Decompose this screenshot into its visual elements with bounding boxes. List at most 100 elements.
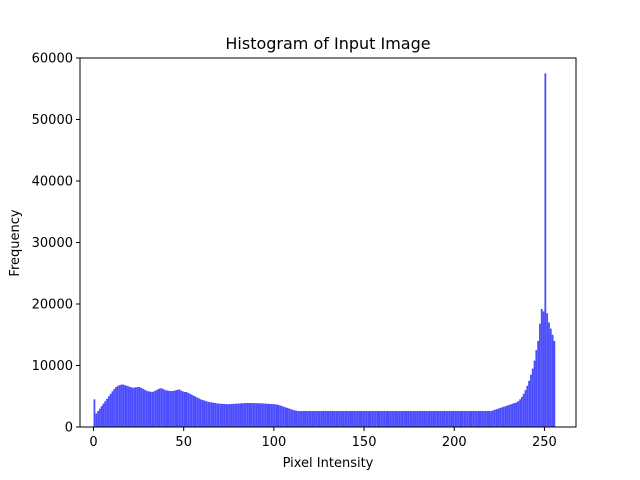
histogram-bar: [338, 411, 341, 427]
histogram-bar: [340, 411, 343, 427]
histogram-bar: [183, 391, 186, 427]
histogram-bar: [199, 399, 202, 427]
histogram-bar: [328, 411, 330, 427]
histogram-bar: [546, 313, 549, 427]
histogram-bar: [266, 403, 269, 427]
histogram-bar: [95, 413, 98, 427]
histogram-bar: [254, 403, 256, 427]
histogram-bar: [125, 385, 128, 427]
histogram-bar: [290, 409, 292, 427]
histogram-bar: [382, 411, 384, 427]
histogram-bar: [398, 411, 401, 427]
chart-title: Histogram of Input Image: [225, 34, 430, 53]
histogram-bar: [511, 403, 514, 427]
histogram-bar: [362, 411, 365, 427]
histogram-bar: [293, 410, 296, 427]
histogram-bar: [205, 401, 208, 427]
histogram-bar: [131, 387, 134, 427]
histogram-bar: [210, 402, 213, 427]
histogram-bar: [295, 410, 298, 427]
histogram-bar: [272, 404, 274, 427]
x-axis-ticks: 0 50 100 150 200 250: [89, 427, 557, 450]
histogram-bar: [135, 387, 137, 427]
histogram-bar: [394, 411, 397, 427]
histogram-bar: [151, 391, 154, 427]
histogram-bar: [510, 404, 512, 427]
histogram-bar: [115, 387, 117, 427]
histogram-bar: [113, 388, 116, 427]
histogram-bar: [187, 392, 190, 427]
histogram-bar: [548, 322, 550, 427]
histogram-bar: [378, 411, 381, 427]
histogram-bar: [358, 411, 361, 427]
histogram-bar: [389, 411, 392, 427]
histogram-bar: [335, 411, 338, 427]
histogram-bar: [122, 384, 125, 427]
histogram-bar: [515, 402, 518, 427]
x-tick-label: 250: [532, 435, 557, 450]
histogram-bar: [470, 411, 473, 427]
histogram-bar: [124, 385, 126, 427]
x-axis-label: Pixel Intensity: [283, 456, 374, 471]
y-tick-label: 60000: [32, 52, 73, 67]
histogram-bar: [288, 408, 291, 427]
histogram-bar: [356, 411, 359, 427]
histogram-bar: [261, 403, 264, 427]
histogram-bar: [333, 411, 336, 427]
histogram-bar: [223, 403, 226, 427]
histogram-bar: [329, 411, 332, 427]
histogram-bar: [438, 411, 440, 427]
histogram-bar: [192, 395, 195, 427]
histogram-bar: [441, 411, 444, 427]
histogram-bar: [474, 411, 476, 427]
histogram-bar: [176, 389, 179, 427]
histogram-bar: [448, 411, 451, 427]
histogram-bar: [326, 411, 328, 427]
histogram-bar: [106, 398, 108, 427]
histogram-bar: [495, 409, 498, 427]
histogram-bar: [412, 411, 415, 427]
histogram-bar: [508, 404, 511, 427]
histogram-bar: [230, 403, 233, 427]
histogram-bar: [311, 411, 314, 427]
histogram-bar: [365, 411, 368, 427]
histogram-bar: [490, 411, 493, 427]
histogram-bar: [118, 385, 121, 427]
histogram-bar: [405, 411, 408, 427]
histogram-bar: [493, 409, 496, 427]
histogram-bar: [373, 411, 375, 427]
histogram-bar: [484, 411, 487, 427]
histogram-bar: [502, 406, 505, 427]
histogram-bar: [160, 388, 163, 427]
histogram-bar: [237, 403, 240, 427]
histogram-bar: [537, 340, 540, 427]
histogram-bar: [291, 409, 294, 427]
histogram-bar: [116, 385, 119, 427]
histogram-bar: [246, 403, 249, 427]
histogram-bar: [535, 350, 538, 427]
histogram-bar: [344, 411, 347, 427]
histogram-bar: [353, 411, 356, 427]
histogram-bar: [196, 397, 199, 427]
histogram-bar: [216, 403, 218, 427]
histogram-bar: [513, 403, 516, 427]
histogram-bar: [387, 411, 390, 427]
histogram-bar: [100, 406, 103, 427]
histogram-bar: [331, 411, 334, 427]
histogram-bar: [501, 407, 503, 427]
histogram-bar: [371, 411, 374, 427]
histogram-bar: [499, 407, 502, 427]
histogram-bar: [439, 411, 442, 427]
histogram-bar: [346, 411, 348, 427]
histogram-bar: [320, 411, 323, 427]
histogram-bar: [400, 411, 402, 427]
histogram-bar: [450, 411, 453, 427]
histogram-bar: [297, 411, 300, 427]
histogram-bar: [239, 403, 242, 427]
histogram-bar: [255, 403, 258, 427]
histogram-bar: [459, 411, 462, 427]
histogram-bar: [286, 407, 289, 427]
histogram-bar: [281, 406, 283, 427]
histogram-bar: [488, 411, 491, 427]
histogram-bar: [158, 388, 161, 427]
